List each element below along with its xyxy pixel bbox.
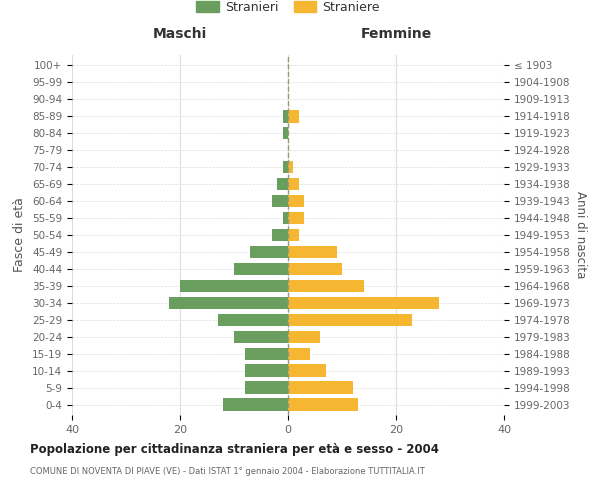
Bar	[288, 160, 293, 173]
Bar	[283, 160, 288, 173]
Bar	[288, 364, 326, 377]
Bar	[234, 262, 288, 276]
Bar	[277, 178, 288, 190]
Bar	[245, 348, 288, 360]
Bar	[283, 126, 288, 140]
Bar	[234, 330, 288, 344]
Bar	[288, 246, 337, 258]
Bar	[272, 228, 288, 241]
Bar	[218, 314, 288, 326]
Bar	[169, 296, 288, 310]
Bar	[288, 382, 353, 394]
Bar	[245, 364, 288, 377]
Bar	[250, 246, 288, 258]
Text: Femmine: Femmine	[361, 28, 431, 42]
Bar	[288, 330, 320, 344]
Bar	[288, 280, 364, 292]
Y-axis label: Anni di nascita: Anni di nascita	[574, 192, 587, 278]
Bar	[272, 194, 288, 207]
Bar	[288, 110, 299, 122]
Bar	[283, 110, 288, 122]
Legend: Stranieri, Straniere: Stranieri, Straniere	[190, 0, 386, 20]
Bar	[288, 296, 439, 310]
Bar	[288, 348, 310, 360]
Bar	[288, 228, 299, 241]
Bar	[288, 178, 299, 190]
Bar	[288, 398, 358, 411]
Bar	[180, 280, 288, 292]
Bar	[288, 262, 342, 276]
Bar	[288, 194, 304, 207]
Bar	[223, 398, 288, 411]
Bar	[283, 212, 288, 224]
Bar	[288, 212, 304, 224]
Text: COMUNE DI NOVENTA DI PIAVE (VE) - Dati ISTAT 1° gennaio 2004 - Elaborazione TUTT: COMUNE DI NOVENTA DI PIAVE (VE) - Dati I…	[30, 468, 425, 476]
Bar	[288, 314, 412, 326]
Bar	[245, 382, 288, 394]
Y-axis label: Fasce di età: Fasce di età	[13, 198, 26, 272]
Text: Popolazione per cittadinanza straniera per età e sesso - 2004: Popolazione per cittadinanza straniera p…	[30, 442, 439, 456]
Text: Maschi: Maschi	[153, 28, 207, 42]
